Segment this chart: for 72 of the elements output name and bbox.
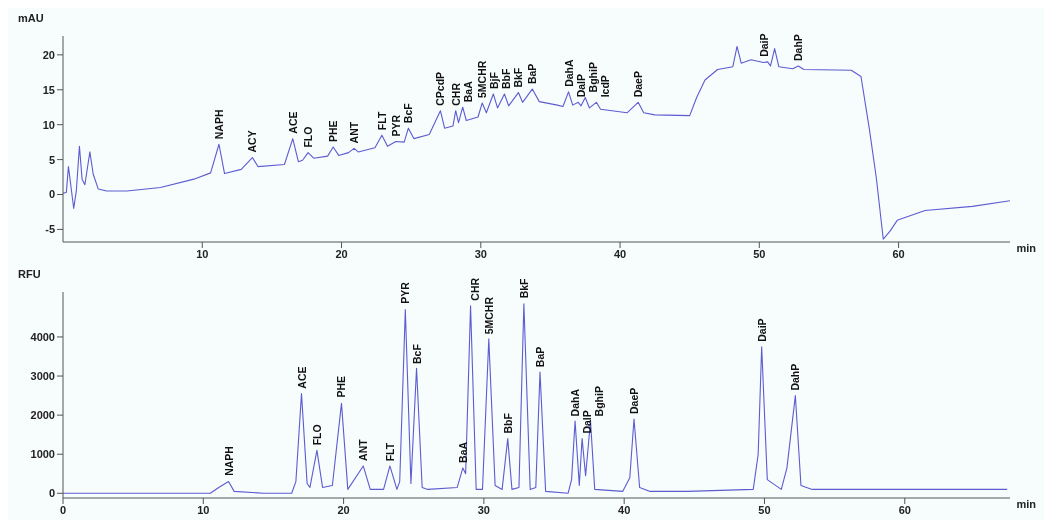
annotation: DahA bbox=[562, 59, 575, 87]
y-axis-title: mAU bbox=[18, 12, 44, 24]
annotation: DahP bbox=[789, 363, 802, 391]
y-tick-label: 4000 bbox=[30, 330, 55, 343]
x-tick-label: 20 bbox=[337, 503, 350, 516]
annotation: 5MCHR bbox=[482, 296, 495, 335]
annotation: CPcdP bbox=[434, 71, 447, 106]
annotation: PHE bbox=[335, 376, 348, 398]
annotation: NAPH bbox=[212, 109, 225, 140]
annotation: BghiP bbox=[586, 62, 599, 93]
x-tick-label: 10 bbox=[197, 503, 210, 516]
x-tick-label: 60 bbox=[898, 503, 911, 516]
annotation: CHR bbox=[449, 82, 462, 106]
annotation: ACY bbox=[246, 130, 259, 153]
annotation: ACE bbox=[295, 366, 308, 389]
y-tick-label: 1000 bbox=[30, 448, 55, 461]
annotation: BaA bbox=[456, 441, 469, 463]
x-tick-label: 20 bbox=[335, 247, 348, 260]
annotation: DahP bbox=[792, 34, 805, 62]
annotation: BcF bbox=[402, 102, 415, 124]
annotation: NAPH bbox=[222, 446, 235, 476]
y-axis-title: RFU bbox=[18, 268, 41, 280]
annotation: FLO bbox=[310, 424, 323, 446]
annotation: 5MCHR bbox=[476, 60, 489, 99]
y-tick-label: 0 bbox=[48, 487, 55, 500]
annotation: DahA bbox=[569, 388, 582, 417]
annotation: PYR bbox=[399, 281, 412, 304]
annotation: BjF bbox=[488, 71, 501, 89]
annotation: ANT bbox=[348, 121, 361, 144]
x-tick-label: 40 bbox=[613, 247, 627, 260]
x-tick-label: 0 bbox=[59, 503, 67, 516]
annotation: DaeP bbox=[628, 387, 641, 415]
annotation: DaeP bbox=[632, 71, 645, 98]
x-tick-label: 50 bbox=[758, 503, 771, 516]
annotation: DalP bbox=[574, 74, 587, 98]
annotation: DalP bbox=[581, 410, 594, 434]
y-tick-label: 5 bbox=[48, 153, 55, 166]
x-tick-label: 40 bbox=[618, 503, 631, 516]
x-tick-label: 10 bbox=[196, 247, 209, 260]
x-axis-title: min bbox=[1016, 242, 1036, 254]
annotation: PHE bbox=[327, 120, 340, 143]
y-tick-label: 20 bbox=[42, 48, 55, 61]
annotation: BkF bbox=[512, 67, 525, 88]
x-tick-label: 30 bbox=[477, 503, 491, 516]
annotation: ACE bbox=[286, 111, 299, 134]
x-tick-label: 50 bbox=[753, 247, 766, 260]
y-tick-label: 3000 bbox=[30, 369, 55, 382]
annotation: FLO bbox=[302, 126, 315, 148]
annotation: DaiP bbox=[755, 318, 768, 342]
annotation: BkF bbox=[517, 277, 530, 299]
y-tick-label: 10 bbox=[42, 118, 55, 131]
annotation: FLT bbox=[375, 111, 388, 131]
annotation: DaiP bbox=[757, 33, 770, 57]
x-tick-label: 60 bbox=[892, 247, 905, 260]
annotation: IcdP bbox=[598, 75, 611, 98]
x-tick-label: 30 bbox=[474, 247, 487, 260]
x-axis-title: min bbox=[1016, 498, 1036, 510]
annotation: ANT bbox=[357, 438, 370, 461]
annotation: BbF bbox=[501, 412, 514, 434]
annotation: PYR bbox=[389, 114, 402, 137]
y-tick-label: 15 bbox=[42, 83, 55, 96]
annotation: BaP bbox=[526, 63, 539, 85]
y-tick-label: 0 bbox=[48, 188, 55, 201]
y-tick-label: -5 bbox=[45, 223, 55, 236]
annotation: BaA bbox=[461, 80, 474, 103]
y-tick-label: 2000 bbox=[30, 409, 55, 422]
annotation: BcF bbox=[411, 343, 424, 365]
annotation: CHR bbox=[468, 277, 481, 301]
annotation: FLT bbox=[383, 442, 396, 462]
annotation: BbF bbox=[500, 67, 513, 89]
annotation: BaP bbox=[534, 346, 547, 368]
annotation: BghiP bbox=[593, 386, 606, 417]
